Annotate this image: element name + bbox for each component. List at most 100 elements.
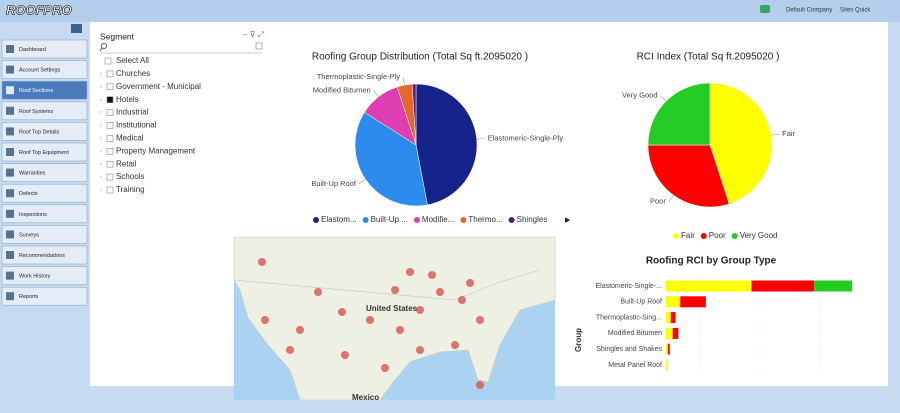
y-tick-label: Shingles and Shakes [596,346,662,353]
slice-label: Fair [782,129,795,138]
legend-swatch[interactable] [362,217,369,223]
bar-segment[interactable] [666,280,752,292]
legend-swatch[interactable] [313,217,319,223]
legend-swatch[interactable] [731,233,738,239]
legend-swatch[interactable] [508,217,515,223]
search-icon[interactable] [101,43,108,50]
nav-item[interactable] [1,60,88,79]
bar-segment[interactable] [814,280,853,292]
legend-swatch[interactable] [700,233,707,239]
bar-segment[interactable] [672,327,679,339]
legend-label[interactable]: Poor [709,231,726,240]
bar-segment[interactable] [751,280,815,292]
nav-label[interactable]: Account Settings [19,68,61,74]
bar-segment[interactable] [666,296,681,308]
pie-slice[interactable] [647,82,711,146]
checkbox[interactable] [106,70,114,78]
checkbox[interactable] [106,148,114,155]
legend-swatch[interactable] [460,217,467,223]
nav-label[interactable]: Work History [19,274,51,280]
segment-item[interactable]: Training [116,185,145,194]
chat-icon[interactable] [760,5,770,13]
segment-item[interactable]: Medical [116,134,144,143]
segment-item[interactable]: Hotels [116,95,139,104]
nav-item[interactable] [1,39,88,59]
nav-item[interactable] [1,122,88,141]
legend-swatch[interactable] [413,217,420,223]
nav-icon [6,45,14,53]
checkbox[interactable] [106,83,114,91]
nav-label[interactable]: Defects [19,191,38,197]
checkbox[interactable] [106,160,114,168]
bar-segment[interactable] [666,327,673,339]
bar-segment[interactable] [680,296,706,308]
bar-segment[interactable] [670,312,676,324]
expand-arrow: › [100,149,102,155]
sites[interactable]: Sites Quick [840,8,871,14]
legend-label[interactable]: Thermo... [468,215,502,224]
checkbox[interactable] [106,96,114,103]
nav-icon [6,292,14,301]
top-bar [0,0,900,22]
segment-item[interactable]: Government - Municipal [116,82,201,91]
legend-label[interactable]: Built-Up ... [371,215,408,224]
nav-item[interactable] [1,225,88,244]
company[interactable]: Default Company [786,8,832,14]
expand-arrow: › [100,162,102,168]
pie-slice[interactable] [411,83,417,146]
legend-label[interactable]: Elastom... [321,215,357,224]
bar-segment[interactable] [667,343,670,355]
segment-item[interactable]: Churches [116,69,150,78]
toggle-icon[interactable] [71,24,82,33]
bar-segment[interactable] [666,359,667,371]
leader-line [771,133,780,136]
nav-label[interactable]: Warranties [19,171,46,177]
pie-slice[interactable] [709,82,773,205]
checkbox[interactable] [104,57,112,65]
nav-item[interactable] [1,183,88,203]
segment-item[interactable]: Schools [116,172,144,181]
legend-label[interactable]: Shingles [517,215,548,224]
nav-label[interactable]: Roof Sections [19,88,53,94]
panel-icons[interactable]: – ⊽ ⤢ [243,30,264,39]
nav-item[interactable] [1,80,88,100]
segment-item[interactable]: Property Management [116,146,196,155]
expand-arrow: › [100,175,102,181]
nav-label[interactable]: Roof Systems [19,109,53,115]
nav-label[interactable]: Roof Top Equipment [19,150,69,156]
nav-label[interactable]: Reports [19,294,39,300]
legend-label[interactable]: Modifie... [422,215,454,224]
segment-item[interactable]: Retail [116,159,137,168]
legend-swatch[interactable] [673,233,679,239]
legend-next[interactable]: ▶ [565,217,571,224]
checkbox[interactable] [106,122,114,129]
segment-item[interactable]: Institutional [116,121,157,130]
bar-segment[interactable] [666,312,671,324]
nav-item[interactable] [1,245,88,265]
nav-item[interactable] [1,204,88,224]
expand-box[interactable] [255,42,263,50]
map-clusters[interactable] [258,258,484,389]
nav-label[interactable]: Recommendations [19,253,65,259]
nav-label[interactable]: Surveys [19,232,39,238]
checkbox[interactable] [106,186,114,194]
nav-label[interactable]: Dashboard [19,47,46,53]
checkbox[interactable] [106,135,114,142]
segment-item[interactable]: Select All [116,56,149,65]
nav-item[interactable] [1,142,88,162]
legend-label[interactable]: Fair [681,231,695,240]
nav-item[interactable] [1,266,88,285]
nav-item[interactable] [1,101,88,121]
segment-item[interactable]: Industrial [116,108,149,117]
slice-label: Poor [650,197,666,206]
pie-slice[interactable] [647,144,730,208]
nav-item[interactable] [1,286,88,306]
leader-line [668,194,674,202]
legend-label[interactable]: Very Good [740,231,778,240]
checkbox[interactable] [106,173,114,181]
nav-label[interactable]: Roof Top Details [19,129,60,135]
nav-item[interactable] [1,163,88,182]
checkbox[interactable] [106,109,114,116]
nav-label[interactable]: Inspections [19,212,47,218]
bar-segment[interactable] [666,343,668,355]
